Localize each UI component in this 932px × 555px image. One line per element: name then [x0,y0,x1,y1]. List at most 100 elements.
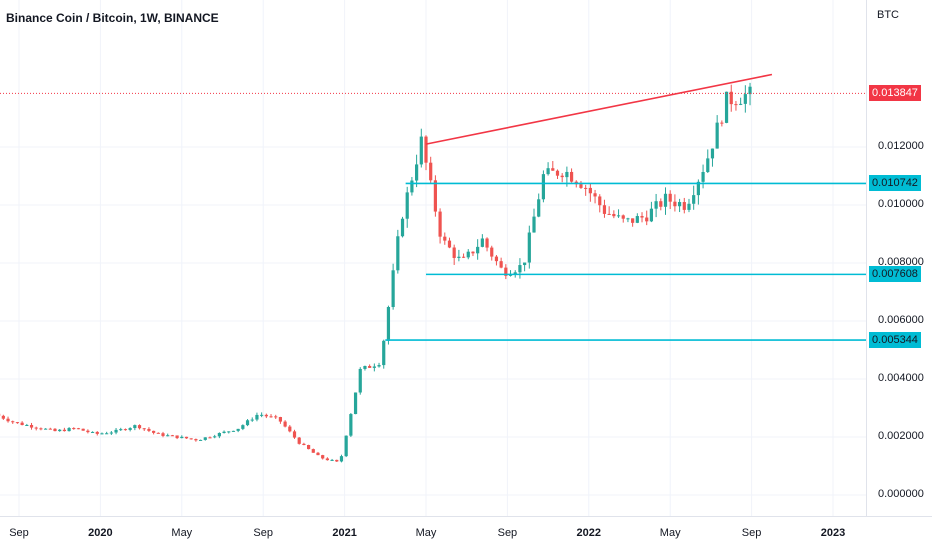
candle-down [86,431,89,432]
candle-down [316,453,319,455]
candle-up [711,149,714,159]
candle-up [542,174,545,199]
candle-down [185,437,188,439]
candle-down [429,163,432,181]
candle-down [673,202,676,207]
candle-up [692,195,695,204]
candle-up [363,366,366,369]
candle-up [467,252,470,258]
candle-down [598,196,601,205]
candle-down [147,429,150,431]
candle-down [35,428,38,429]
candle-down [495,257,498,262]
candle-up [359,369,362,393]
candle-up [91,432,94,433]
candle-up [537,199,540,216]
candle-up [382,341,385,365]
candle-up [58,430,61,431]
candle-down [161,433,164,436]
candle-down [30,425,33,428]
candle-down [265,415,268,416]
candle-down [593,193,596,196]
candle-down [589,188,592,193]
candle-down [49,429,52,430]
candle-down [669,194,672,202]
candle-down [608,214,611,215]
candle-up [340,456,343,461]
candle-up [664,194,667,207]
candle-down [82,429,85,431]
candle-up [518,265,521,272]
candle-up [415,164,418,180]
candle-up [701,172,704,182]
candle-up [678,202,681,206]
candle-up [119,429,122,430]
trendline [426,75,772,145]
candle-up [636,216,639,223]
candle-down [659,201,662,207]
candle-down [288,427,291,432]
candle-up [110,433,113,434]
y-tick-label: 0.000000 [878,488,924,500]
candle-up [528,233,531,263]
candle-down [96,432,99,434]
candle-down [734,104,737,105]
candle-up [345,436,348,456]
candle-down [683,202,686,210]
candle-down [16,422,19,423]
candle-down [77,428,80,429]
candle-down [640,216,643,217]
candle-up [373,366,376,367]
candle-up [199,440,202,441]
candle-up [523,263,526,266]
candle-up [401,219,404,237]
last-price-tag: 0.013847 [869,85,921,101]
x-tick-label: Sep [253,527,273,539]
candle-up [626,218,629,219]
candle-down [39,428,42,429]
candle-up [227,431,230,432]
candle-down [312,449,315,453]
candle-down [138,425,141,428]
candle-down [448,241,451,248]
candle-up [44,429,47,430]
y-tick-label: 0.010000 [878,198,924,210]
candle-up [457,257,460,258]
candle-up [349,414,352,436]
currency-label: BTC [877,9,899,21]
candle-up [25,425,28,426]
x-tick-label: 2020 [88,527,112,539]
candle-down [321,455,324,458]
candle-down [72,428,75,429]
candle-down [143,428,146,429]
candle-up [246,420,249,425]
candle-down [645,218,648,222]
candle-down [124,429,127,430]
y-tick-label: 0.006000 [878,314,924,326]
x-tick-label: May [171,527,192,539]
candle-down [2,416,5,419]
candle-down [438,212,441,237]
candle-down [612,214,615,216]
candle-up [251,420,254,421]
candle-down [302,444,305,445]
candle-down [556,171,559,176]
candle-down [21,423,24,425]
candle-up [105,433,108,434]
candle-down [434,180,437,211]
candle-down [152,431,155,433]
candle-down [720,123,723,124]
candle-down [603,205,606,214]
x-tick-label: May [416,527,437,539]
candle-down [471,252,474,254]
candle-up [481,238,484,246]
candle-up [180,437,183,438]
candle-down [63,430,66,431]
candle-up [706,158,709,172]
candle-up [744,94,747,104]
candle-up [260,415,263,416]
time-axis-divider [0,516,932,517]
candle-up [255,415,258,420]
